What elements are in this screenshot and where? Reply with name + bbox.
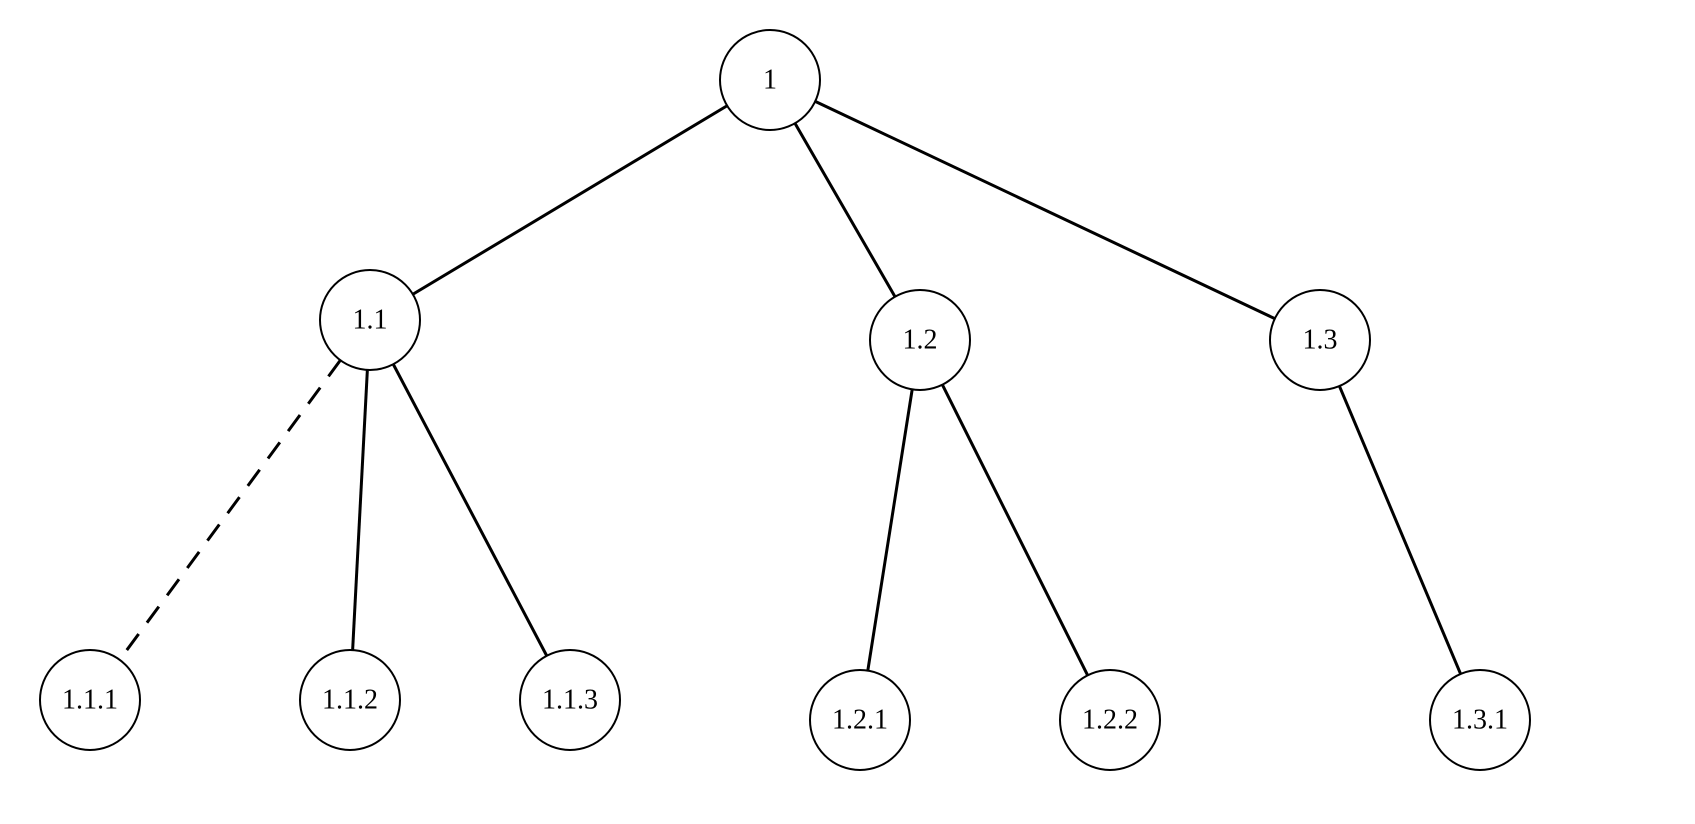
tree-node: 1.1.1 [40, 650, 140, 750]
tree-node: 1.3 [1270, 290, 1370, 390]
tree-node: 1.2 [870, 290, 970, 390]
edge-n11-n111 [120, 360, 341, 659]
tree-node: 1.2.2 [1060, 670, 1160, 770]
tree-node: 1.1 [320, 270, 420, 370]
node-label: 1.2.2 [1082, 705, 1138, 736]
tree-node: 1 [720, 30, 820, 130]
edge-n1-n13 [815, 101, 1275, 318]
node-label: 1.1.1 [62, 685, 118, 716]
edge-n1-n11 [413, 106, 727, 295]
node-label: 1.2 [903, 325, 938, 356]
edge-n12-n121 [868, 389, 912, 670]
tree-node: 1.2.1 [810, 670, 910, 770]
edge-n1-n12 [795, 123, 895, 296]
node-label: 1.1.3 [542, 685, 598, 716]
nodes-layer: 1 1.1 1.2 1.3 1.1.1 1.1.2 1.1.3 1.2.1 1.2.2 1.3.1 [40, 30, 1530, 770]
node-label: 1 [763, 65, 777, 96]
edge-n12-n122 [942, 385, 1087, 676]
node-label: 1.3 [1303, 325, 1338, 356]
node-label: 1.3.1 [1452, 705, 1508, 736]
edge-n13-n131 [1339, 386, 1460, 674]
edges-layer [120, 101, 1461, 675]
edge-n11-n112 [353, 370, 368, 650]
tree-node: 1.3.1 [1430, 670, 1530, 770]
node-label: 1.1 [353, 305, 388, 336]
tree-node: 1.1.3 [520, 650, 620, 750]
node-label: 1.2.1 [832, 705, 888, 736]
node-label: 1.1.2 [322, 685, 378, 716]
tree-diagram: 1 1.1 1.2 1.3 1.1.1 1.1.2 1.1.3 1.2.1 1.2.2 1.3.1 [0, 0, 1695, 824]
edge-n11-n113 [393, 364, 546, 656]
tree-node: 1.1.2 [300, 650, 400, 750]
